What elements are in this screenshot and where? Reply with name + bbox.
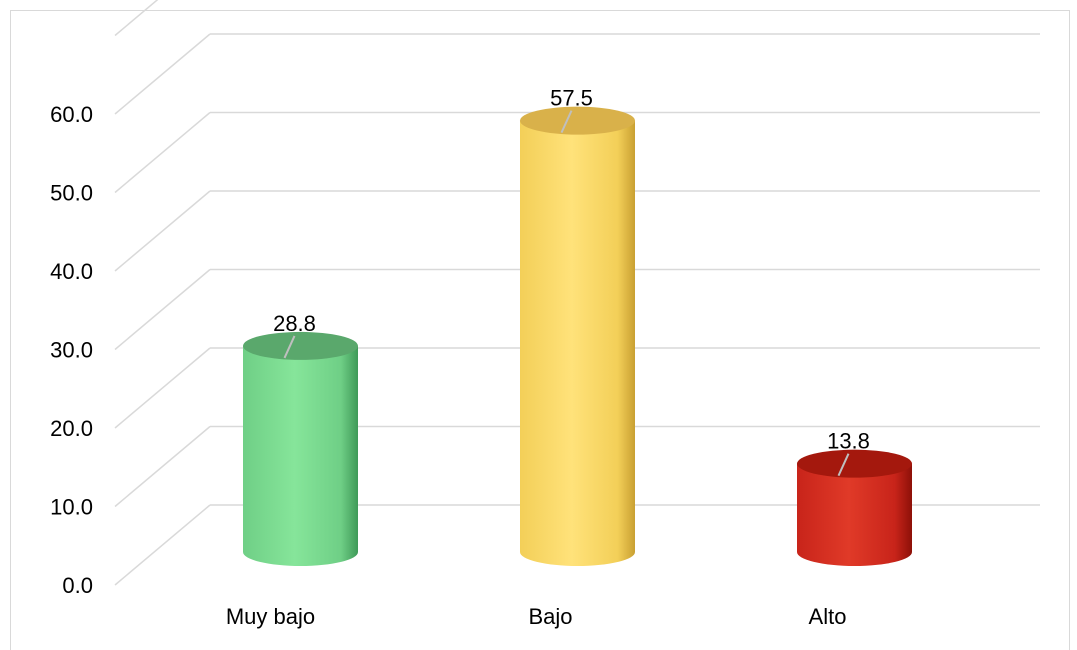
y-tick-label: 20.0 [50,416,93,441]
label-leader [837,453,850,477]
x-axis: Muy bajo Bajo Alto [226,604,847,629]
x-tick-label: Muy bajo [226,604,315,629]
bar-alto [797,449,912,566]
y-tick-label: 0.0 [62,573,93,598]
gridline-depth [114,0,159,37]
bar-body [520,120,635,566]
x-tick-label: Bajo [528,604,572,629]
bar-body [797,463,912,566]
gridline-depth [114,268,211,351]
bars: 28.8 57.5 13.8 [243,86,912,566]
label-leader [560,110,573,134]
y-axis: 0.0 10.0 20.0 30.0 40.0 50.0 60.0 [50,102,93,598]
y-tick-label: 10.0 [50,495,93,520]
y-tick-label: 30.0 [50,338,93,363]
bar-body [243,345,358,566]
data-label: 57.5 [550,86,593,111]
y-tick-label: 60.0 [50,102,93,127]
bar-top [520,106,635,135]
y-tick-label: 50.0 [50,181,93,206]
data-label: 13.8 [827,429,870,454]
label-leader [283,335,296,359]
x-tick-label: Alto [809,604,847,629]
bar-bajo [520,106,635,566]
gridline-depth [114,425,211,508]
bar-muy-bajo [243,331,358,566]
gridline-depth [114,33,211,115]
gridline-depth [114,347,211,429]
gridline-depth [114,504,211,586]
data-label: 28.8 [273,311,316,336]
bar-top [243,331,358,360]
gridline-depth [114,111,211,194]
bar-top [797,449,912,478]
gridline-depth [114,190,211,272]
y-tick-label: 40.0 [50,259,93,284]
